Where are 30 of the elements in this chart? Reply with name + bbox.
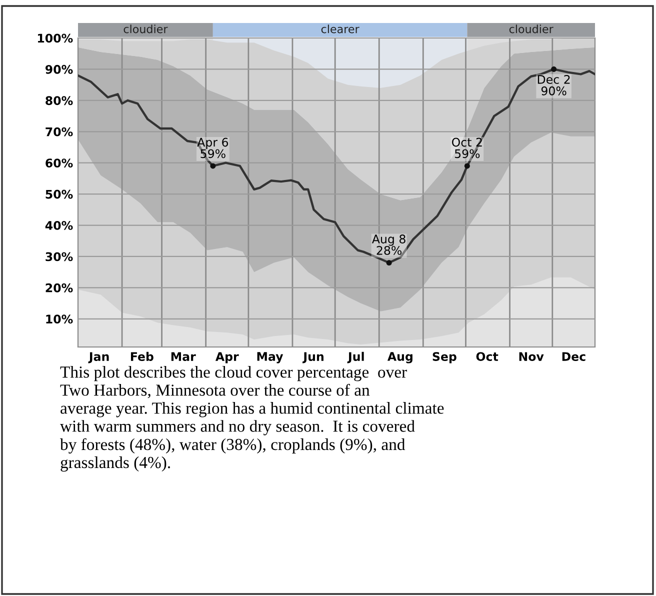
x-tick-label: Jul: [347, 352, 364, 364]
x-tick-label: Aug: [387, 352, 412, 364]
y-tick-label: 80%: [46, 96, 73, 106]
x-tick-label: Jan: [88, 352, 109, 364]
x-tick-label: Dec: [562, 352, 586, 361]
y-tick-label: 100%: [38, 34, 73, 43]
x-tick-label: Jun: [302, 352, 324, 364]
x-tick-label: Sep: [432, 352, 456, 364]
band-label: cloudier: [124, 24, 168, 34]
x-tick-label: Oct: [476, 352, 498, 361]
x-tick-label: Nov: [519, 352, 544, 361]
y-tick-label: 40%: [45, 220, 73, 230]
text: This plot describes the cloud cover percentage over Two Harbors, Minnesota over the course of an average year. This region has a humid continental climate with warm summers and no dry season. It is covered by forests (48%), water (38%), croplands (9%), and grasslands (4%).: [60, 366, 444, 472]
band-label: clearer: [321, 24, 360, 34]
y-tick-label: 90%: [45, 64, 73, 74]
y-tick-label: 50%: [46, 190, 73, 199]
x-tick-label: Mar: [171, 352, 196, 361]
annotation: Dec 2 90%: [538, 74, 570, 96]
y-tick-label: 10%: [46, 314, 73, 324]
annotation: Aug 8 28%: [372, 234, 406, 255]
y-tick-label: 30%: [46, 252, 73, 262]
y-tick-label: 70%: [46, 127, 73, 136]
band-label: cloudier: [509, 24, 554, 34]
x-tick-label: May: [257, 352, 284, 364]
x-tick-label: Apr: [215, 352, 239, 364]
y-tick-label: 60%: [46, 158, 73, 168]
x-tick-label: Feb: [130, 352, 154, 361]
annotation: Apr 6 59%: [197, 138, 228, 158]
annotation: Oct 2 59%: [452, 138, 482, 158]
y-tick-label: 20%: [46, 283, 73, 292]
